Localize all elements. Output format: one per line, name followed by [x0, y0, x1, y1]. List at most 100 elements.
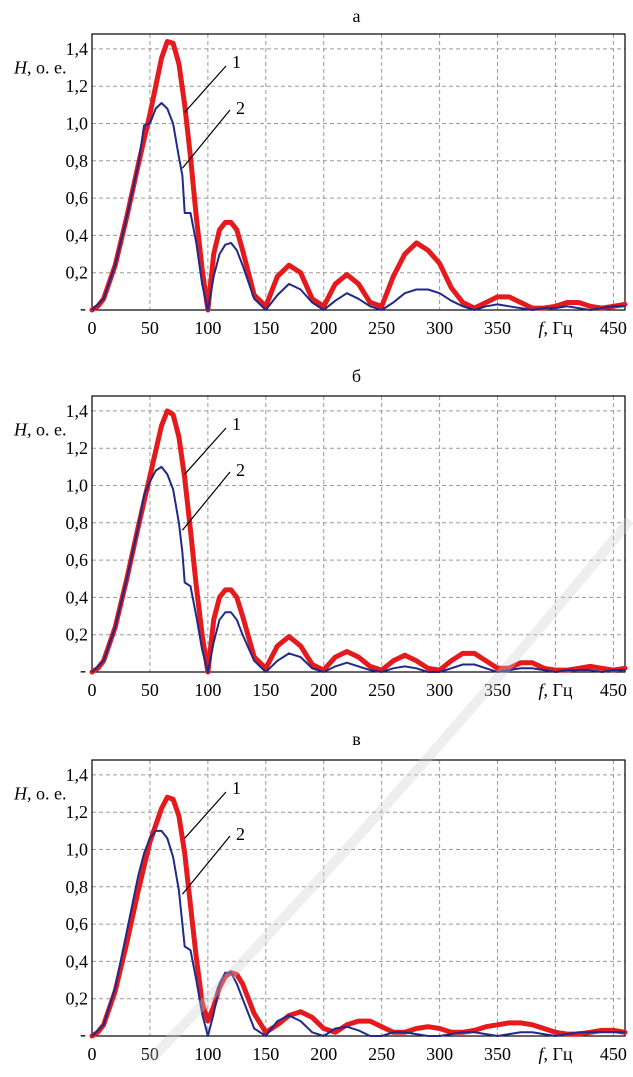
y-axis-label-units: , о. е.	[27, 58, 67, 78]
y-tick-label: 1,4	[66, 39, 89, 59]
y-tick-label: 0,8	[66, 877, 89, 897]
y-tick-label: 1,4	[66, 765, 89, 785]
panel-label: б	[352, 366, 361, 386]
x-tick-label: 200	[310, 1044, 337, 1064]
y-tick-label: 0,2	[66, 625, 89, 645]
x-tick-label: 150	[252, 1044, 279, 1064]
watermark	[146, 516, 633, 1064]
x-tick-label: 50	[141, 318, 159, 338]
y-tick-label: 1,2	[66, 76, 89, 96]
x-tick-label: 100	[194, 680, 221, 700]
x-tick-label: 50	[141, 1044, 159, 1064]
y-tick-label: 0,2	[66, 989, 89, 1009]
x-axis-label-units: , Гц	[543, 1044, 572, 1064]
x-tick-label: 0	[88, 680, 97, 700]
x-tick-label: 200	[310, 318, 337, 338]
plot-frame	[91, 759, 626, 1037]
x-tick-label: 150	[252, 680, 279, 700]
curve-label-1: 1	[232, 778, 241, 798]
x-axis-label-units: , Гц	[543, 680, 572, 700]
x-tick-label: 100	[194, 1044, 221, 1064]
y-tick-label: 0,6	[66, 914, 89, 934]
y-tick-label: 1,4	[66, 401, 89, 421]
x-tick-label: 450	[600, 1044, 627, 1064]
x-axis-label: f, Гц	[538, 680, 572, 700]
y-axis-label: H, о. е.	[13, 784, 67, 804]
curve-label-1: 1	[232, 414, 241, 434]
x-tick-label: 0	[88, 318, 97, 338]
y-tick-label: 0,8	[66, 151, 89, 171]
series-line-1	[89, 408, 628, 675]
y-tick-label: 0,6	[66, 550, 89, 570]
x-tick-label: 250	[368, 680, 395, 700]
leader-line-2	[181, 109, 231, 169]
x-tick-label: 300	[426, 318, 453, 338]
x-tick-label: 350	[484, 318, 511, 338]
plot-frame	[91, 395, 626, 673]
x-tick-label: 0	[88, 1044, 97, 1064]
y-tick-label: 1,0	[66, 476, 89, 496]
x-tick-label: 350	[484, 1044, 511, 1064]
leader-line-1	[184, 791, 227, 839]
curve-label-2: 2	[236, 98, 245, 118]
grid	[92, 760, 625, 1036]
x-axis-label: f, Гц	[538, 318, 572, 338]
panel-label: в	[352, 729, 361, 749]
y-axis-label: H, о. е.	[13, 58, 67, 78]
x-tick-label: 200	[310, 680, 337, 700]
y-axis-label-symbol: H	[13, 784, 28, 804]
series-line-1	[89, 794, 628, 1039]
series-line-2	[91, 465, 625, 673]
grid	[92, 396, 625, 672]
x-tick-label: 250	[368, 318, 395, 338]
x-tick-label: 50	[141, 680, 159, 700]
y-tick-label: 0,8	[66, 513, 89, 533]
leader-line-2	[181, 835, 231, 895]
y-tick-label: 1,2	[66, 438, 89, 458]
y-tick-label: 1,2	[66, 802, 89, 822]
y-tick-label: 0,2	[66, 263, 89, 283]
series-line-2	[91, 829, 625, 1037]
series-line-1	[89, 39, 628, 313]
x-axis-label-symbol: f	[538, 1044, 546, 1064]
curve-label-2: 2	[236, 824, 245, 844]
x-tick-label: 350	[484, 680, 511, 700]
x-tick-label: 300	[426, 680, 453, 700]
y-tick-label: 1,0	[66, 114, 89, 134]
x-tick-label: 250	[368, 1044, 395, 1064]
x-axis-label-units: , Гц	[543, 318, 572, 338]
chart-panel-1: а 0,2 0,4 0,6 0,8 1,0 1,2 1,4 - H, о. е. 0 50 100 150…	[13, 6, 628, 338]
y-axis-label-units: , о. е.	[27, 784, 67, 804]
x-tick-label: 450	[600, 318, 627, 338]
grid	[92, 34, 625, 310]
y-tick-label: 0,4	[66, 951, 89, 971]
x-axis-label-symbol: f	[538, 680, 546, 700]
y-tick-label: 1,0	[66, 840, 89, 860]
series-line-2	[91, 102, 625, 311]
leader-line-2	[181, 471, 231, 531]
y-axis-label-units: , о. е.	[27, 420, 67, 440]
y-zero-label: -	[80, 298, 86, 318]
x-tick-label: 150	[252, 318, 279, 338]
y-zero-label: -	[80, 1024, 86, 1044]
y-tick-label: 0,4	[66, 225, 89, 245]
x-tick-label: 100	[194, 318, 221, 338]
y-tick-label: 0,6	[66, 188, 89, 208]
plot-frame	[91, 33, 626, 311]
x-axis-label-symbol: f	[538, 318, 546, 338]
x-tick-label: 300	[426, 1044, 453, 1064]
chart-panel-2: б 0,2 0,4 0,6 0,8 1,0 1,2 1,4 - H, о. е. 0 50 100 150…	[13, 366, 628, 700]
y-axis-label-symbol: H	[13, 420, 28, 440]
leader-line-1	[184, 65, 227, 113]
curve-label-2: 2	[236, 460, 245, 480]
curve-label-1: 1	[232, 52, 241, 72]
y-axis-label: H, о. е.	[13, 420, 67, 440]
x-axis-label: f, Гц	[538, 1044, 572, 1064]
y-zero-label: -	[80, 660, 86, 680]
leader-line-1	[184, 427, 227, 475]
x-tick-label: 450	[600, 680, 627, 700]
y-axis-label-symbol: H	[13, 58, 28, 78]
panel-label: а	[353, 6, 361, 26]
panels: а0,20,40,60,81,01,21,4-H, о. е.0 50 100 150…	[13, 6, 628, 1064]
